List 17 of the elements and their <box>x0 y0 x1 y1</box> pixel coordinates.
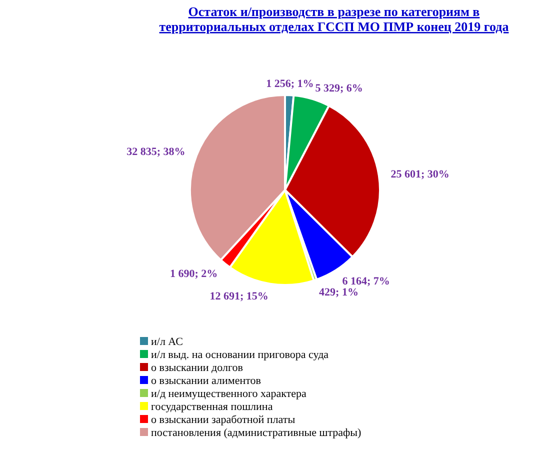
data-label: 32 835; 38% <box>126 146 186 158</box>
legend-label: постановления (административные штрафы) <box>151 427 362 439</box>
legend-label: и/л выд. на основании приговора суда <box>151 349 329 361</box>
legend-label: о взыскании долгов <box>151 362 243 374</box>
data-label: 1 256; 1% <box>266 78 314 90</box>
legend-label: о взыскании заработной платы <box>151 414 296 426</box>
legend-label: государственная пошлина <box>151 401 273 413</box>
data-label: 1 690; 2% <box>170 268 218 280</box>
legend-label: и/л АС <box>151 336 183 348</box>
chart-title: Остаток и/производств в разрезе по категориям в территориальных отделах ГССП МО ПМР конец 2019 года <box>159 4 510 34</box>
data-label: 25 601; 30% <box>390 168 450 181</box>
legend-label: о взыскании алиментов <box>151 375 261 387</box>
data-label: 5 329; 6% <box>315 82 363 94</box>
legend-label: и/д неимущественного характера <box>151 388 307 400</box>
data-label: 429; 1% <box>319 286 358 298</box>
data-label: 12 691; 15% <box>210 290 268 303</box>
data-label: 6 164; 7% <box>342 275 390 288</box>
